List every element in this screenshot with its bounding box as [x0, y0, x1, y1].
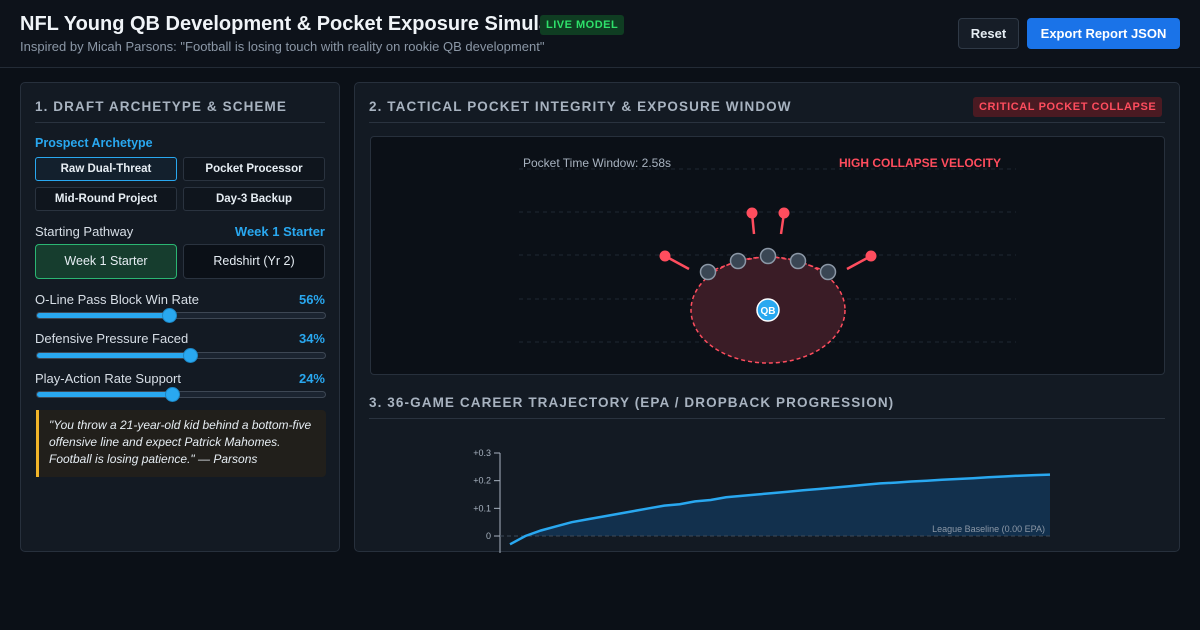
- section-title-trajectory: 3. 36-GAME CAREER TRAJECTORY (EPA / DROP…: [369, 395, 895, 410]
- baseline-label: League Baseline (0.00 EPA): [932, 524, 1045, 534]
- slider-value-play-action: 24%: [298, 371, 325, 386]
- y-tick-label: +0.1: [473, 503, 491, 513]
- y-tick-label: +0.3: [473, 448, 491, 458]
- defenders: [659, 207, 877, 262]
- oline-win-rate-slider[interactable]: [36, 308, 326, 323]
- pocket-time-window: Pocket Time Window: 2.58s: [523, 156, 671, 170]
- defender-marker: [865, 250, 877, 262]
- lineman-marker: [819, 263, 837, 281]
- trajectory-svg: +0.3 +0.2 +0.1 0 League Baseline (0.00 EPA): [473, 448, 1051, 553]
- archetype-pocket-processor-button[interactable]: Pocket Processor: [183, 157, 325, 181]
- archetype-raw-dual-threat-button[interactable]: Raw Dual-Threat: [35, 157, 177, 181]
- y-ticks: +0.3 +0.2 +0.1 0: [473, 448, 500, 541]
- defender-marker: [778, 207, 790, 219]
- pathway-label: Starting Pathway: [35, 224, 134, 239]
- y-tick-label: 0: [486, 531, 491, 541]
- slider-thumb[interactable]: [165, 387, 181, 402]
- section-divider: [35, 122, 325, 123]
- section-divider: [369, 122, 1165, 123]
- top-bar: NFL Young QB Development & Pocket Exposu…: [0, 0, 1200, 68]
- slider-value-pressure: 34%: [298, 331, 325, 346]
- collapse-velocity-label: HIGH COLLAPSE VELOCITY: [839, 156, 1001, 170]
- slider-fill: [37, 353, 190, 358]
- section-title-draft: 1. DRAFT ARCHETYPE & SCHEME: [35, 99, 287, 114]
- live-model-badge: LIVE MODEL: [540, 15, 625, 35]
- slider-label-pressure: Defensive Pressure Faced: [35, 331, 189, 346]
- slider-thumb[interactable]: [182, 348, 198, 363]
- slider-fill: [37, 392, 173, 397]
- slider-value-oline: 56%: [298, 292, 325, 307]
- defender-marker: [659, 250, 671, 262]
- export-report-button[interactable]: Export Report JSON: [1027, 18, 1180, 49]
- archetype-day3-backup-button[interactable]: Day-3 Backup: [183, 187, 325, 211]
- epa-line: [509, 473, 1051, 546]
- qb-label: QB: [761, 306, 776, 317]
- pathway-redshirt-button[interactable]: Redshirt (Yr 2): [183, 244, 325, 279]
- lineman-marker: [789, 252, 807, 270]
- reset-button[interactable]: Reset: [958, 18, 1019, 49]
- slider-thumb[interactable]: [162, 308, 178, 323]
- lineman-marker: [699, 263, 717, 281]
- offensive-linemen: [699, 247, 837, 281]
- draft-archetype-panel: 1. DRAFT ARCHETYPE & SCHEME Prospect Arc…: [20, 82, 340, 552]
- pocket-status-badge: CRITICAL POCKET COLLAPSE: [973, 97, 1163, 117]
- pathway-week1-button[interactable]: Week 1 Starter: [35, 244, 177, 279]
- archetype-label: Prospect Archetype: [35, 136, 153, 150]
- lineman-marker: [759, 247, 777, 265]
- epa-area: [510, 474, 1050, 536]
- trajectory-chart: +0.3 +0.2 +0.1 0 League Baseline (0.00 EPA): [370, 428, 1165, 553]
- slider-label-oline: O-Line Pass Block Win Rate: [35, 292, 200, 307]
- pocket-svg: Pocket Time Window: 2.58s HIGH COLLAPSE …: [519, 156, 1016, 364]
- page-subtitle: Inspired by Micah Parsons: "Football is …: [20, 39, 545, 54]
- play-action-slider[interactable]: [36, 387, 326, 402]
- qb-marker: [756, 298, 780, 322]
- pressure-faced-slider[interactable]: [36, 348, 326, 363]
- section-divider: [369, 418, 1165, 419]
- pathway-value: Week 1 Starter: [234, 224, 325, 239]
- lineman-marker: [729, 252, 747, 270]
- pocket-line: [707, 255, 829, 273]
- archetype-mid-round-project-button[interactable]: Mid-Round Project: [35, 187, 177, 211]
- section-title-pocket: 2. TACTICAL POCKET INTEGRITY & EXPOSURE …: [369, 99, 792, 114]
- slider-label-play-action: Play-Action Rate Support: [35, 371, 181, 386]
- y-tick-label: +0.2: [473, 476, 491, 486]
- parsons-quote: "You throw a 21-year-old kid behind a bo…: [36, 410, 326, 477]
- pocket-panel: 2. TACTICAL POCKET INTEGRITY & EXPOSURE …: [354, 82, 1180, 553]
- page-title: NFL Young QB Development & Pocket Exposu…: [20, 13, 577, 35]
- defender-marker: [746, 207, 758, 219]
- slider-fill: [37, 313, 170, 318]
- pocket-visualization: Pocket Time Window: 2.58s HIGH COLLAPSE …: [370, 136, 1165, 375]
